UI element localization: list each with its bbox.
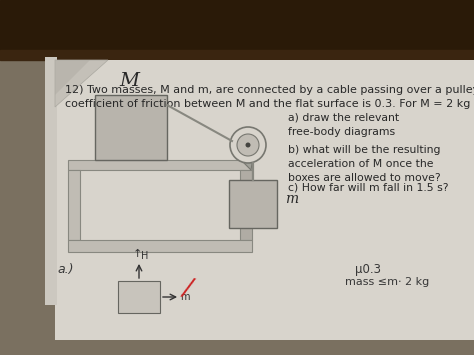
Text: b) what will be the resulting
acceleration of M once the
boxes are allowed to mo: b) what will be the resulting accelerati… <box>288 145 441 183</box>
Bar <box>45 57 57 305</box>
Text: M: M <box>119 72 139 90</box>
Polygon shape <box>240 150 253 170</box>
Bar <box>0 0 474 55</box>
Text: ↑: ↑ <box>133 249 142 259</box>
Bar <box>68 160 252 170</box>
Text: c) How far will m fall in 1.5 s?: c) How far will m fall in 1.5 s? <box>288 183 448 193</box>
Text: 12) Two masses, M and m, are connected by a cable passing over a pulley, as in t: 12) Two masses, M and m, are connected b… <box>65 85 474 95</box>
Bar <box>118 281 160 313</box>
Bar <box>229 180 277 228</box>
Text: μ0.3: μ0.3 <box>355 263 381 276</box>
Bar <box>240 170 252 240</box>
Text: /: / <box>182 275 194 300</box>
Text: m: m <box>285 192 298 206</box>
Polygon shape <box>55 60 90 95</box>
Polygon shape <box>55 60 108 107</box>
Text: a) draw the relevant
free-body diagrams: a) draw the relevant free-body diagrams <box>288 113 399 137</box>
Text: mass ≤m⋅ 2 kg: mass ≤m⋅ 2 kg <box>345 277 429 287</box>
Bar <box>0 50 474 60</box>
Polygon shape <box>55 60 474 340</box>
Circle shape <box>230 127 266 163</box>
Text: coefficient of friction between M and the flat surface is 0.3. For M = 2 kg and : coefficient of friction between M and th… <box>65 99 474 109</box>
Circle shape <box>246 142 250 147</box>
Text: a.): a.) <box>57 263 73 276</box>
Bar <box>68 170 80 240</box>
Text: H: H <box>141 251 148 261</box>
Text: m: m <box>180 292 190 302</box>
Bar <box>68 240 252 252</box>
Bar <box>95 95 167 160</box>
Circle shape <box>237 134 259 156</box>
